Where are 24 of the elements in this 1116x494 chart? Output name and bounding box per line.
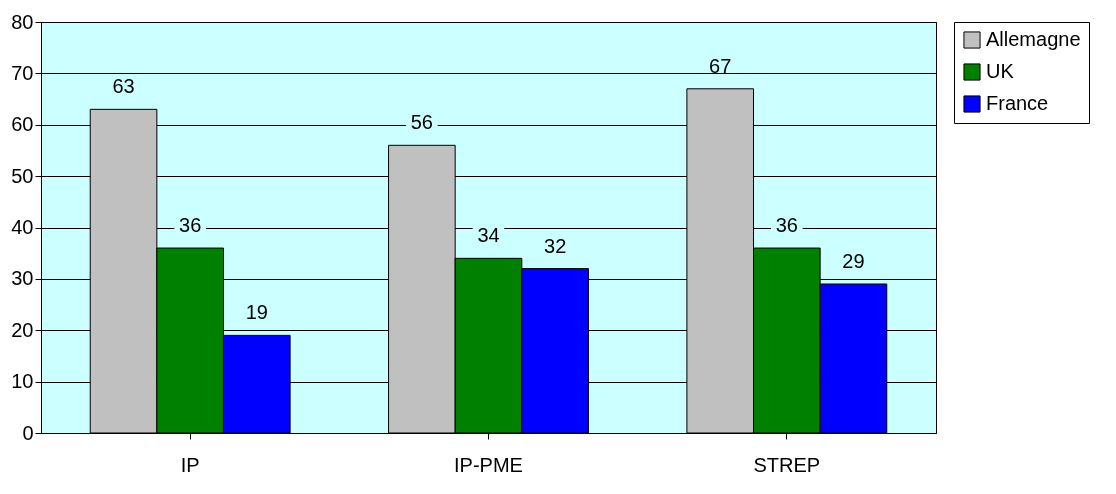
data-label: 67 bbox=[709, 54, 732, 77]
y-tick-label: 60 bbox=[11, 113, 34, 136]
data-label: 29 bbox=[842, 250, 865, 273]
y-tick-label: 10 bbox=[11, 370, 34, 393]
y-tick-label: 30 bbox=[11, 267, 34, 290]
x-tick-label: IP-PME bbox=[454, 453, 523, 476]
legend-label: Allemagne bbox=[986, 28, 1081, 50]
data-label: 32 bbox=[544, 234, 567, 257]
y-tick-label: 70 bbox=[11, 61, 34, 84]
data-label: 56 bbox=[410, 111, 433, 134]
legend-label: UK bbox=[986, 60, 1015, 82]
data-label: 36 bbox=[775, 214, 798, 237]
y-tick-label: 0 bbox=[22, 421, 34, 444]
x-tick-label: IP bbox=[180, 453, 200, 476]
x-tick-label: STREP bbox=[753, 453, 821, 476]
y-tick-label: 80 bbox=[11, 10, 34, 33]
data-label: 63 bbox=[112, 75, 135, 98]
data-label: 36 bbox=[179, 214, 202, 237]
y-tick-label: 50 bbox=[11, 164, 34, 187]
legend-label: France bbox=[986, 92, 1049, 114]
y-tick-label: 20 bbox=[11, 318, 34, 341]
data-label: 19 bbox=[245, 301, 268, 324]
y-tick-label: 40 bbox=[11, 216, 34, 238]
data-label: 34 bbox=[477, 224, 500, 247]
